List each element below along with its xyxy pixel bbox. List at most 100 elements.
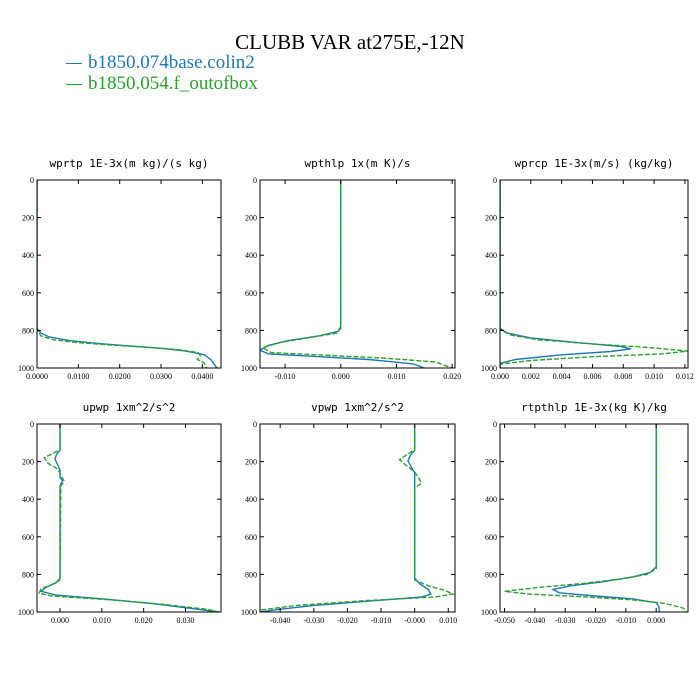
x-tick-label: 0.008 bbox=[614, 372, 632, 381]
x-tick-label: -0.050 bbox=[494, 616, 515, 625]
x-tick-label: -0.010 bbox=[275, 372, 296, 381]
y-tick-label: 400 bbox=[245, 495, 257, 504]
y-tick-label: 1000 bbox=[241, 608, 257, 617]
y-tick-label: 800 bbox=[485, 326, 497, 335]
y-tick-label: 200 bbox=[485, 214, 497, 223]
panel-frame bbox=[499, 423, 689, 613]
panel-title: rtpthlp 1E-3x(kg K)/kg bbox=[521, 401, 667, 414]
x-tick-label: 0.030 bbox=[176, 616, 194, 625]
panel-1: wprtp 1E-3x(m kg)/(s kg) 0 200 400 600 800 100… bbox=[18, 157, 222, 381]
x-tick-label: 0.020 bbox=[135, 616, 153, 625]
y-tick-label: 200 bbox=[485, 458, 497, 467]
legend-label-outofbox: b1850.054.f_outofbox bbox=[88, 73, 258, 94]
y-tick-label: 400 bbox=[22, 495, 34, 504]
series-line bbox=[551, 424, 660, 612]
x-tick-label: -0.030 bbox=[303, 616, 324, 625]
x-tick-label: -0.010 bbox=[616, 616, 637, 625]
x-tick-label: 0.012 bbox=[676, 372, 694, 381]
panel-5: vpwp 1xm^2/s^2 0 200 400 600 800 1000 -0.040 -0.… bbox=[241, 401, 457, 625]
x-tick-label: -0.040 bbox=[525, 616, 546, 625]
x-tick-label: 0.010 bbox=[388, 372, 406, 381]
series-line bbox=[39, 424, 219, 612]
y-tick-label: 200 bbox=[245, 458, 257, 467]
y-tick-label: 400 bbox=[485, 495, 497, 504]
panel-title: wprtp 1E-3x(m kg)/(s kg) bbox=[50, 157, 209, 170]
x-tick-label: 0.0000 bbox=[26, 372, 48, 381]
x-tick-label: 0.010 bbox=[645, 372, 663, 381]
x-tick-label: -0.010 bbox=[371, 616, 392, 625]
x-tick-label: 0.000 bbox=[491, 372, 509, 381]
y-tick-label: 800 bbox=[22, 570, 34, 579]
y-tick-label: 1000 bbox=[18, 364, 34, 373]
panel-frame bbox=[499, 179, 689, 369]
x-tick-label: 0.0200 bbox=[109, 372, 131, 381]
panel-frame bbox=[259, 423, 456, 613]
x-tick-label: 0.010 bbox=[439, 616, 457, 625]
y-tick-label: 800 bbox=[245, 326, 257, 335]
series-line bbox=[260, 424, 455, 611]
y-tick-label: 200 bbox=[22, 458, 34, 467]
y-tick-label: 0 bbox=[493, 420, 497, 429]
x-tick-label: 0.006 bbox=[583, 372, 601, 381]
series-line bbox=[500, 180, 688, 368]
series-line bbox=[37, 180, 218, 368]
y-tick-label: 600 bbox=[485, 289, 497, 298]
x-tick-label: 0.004 bbox=[553, 372, 571, 381]
x-tick-label: -0.030 bbox=[555, 616, 576, 625]
panel-3: wprcp 1E-3x(m/s) (kg/kg) 0 200 400 600 800 100… bbox=[481, 157, 694, 381]
series-line bbox=[500, 180, 632, 368]
x-tick-label: 0.0400 bbox=[191, 372, 213, 381]
y-tick-label: 0 bbox=[493, 176, 497, 185]
x-tick-label: -0.040 bbox=[270, 616, 291, 625]
x-tick-label: 0.000 bbox=[332, 372, 350, 381]
y-tick-label: 0 bbox=[253, 176, 257, 185]
x-tick-label: 0.020 bbox=[443, 372, 461, 381]
legend-entry-outofbox: b1850.054.f_outofbox bbox=[66, 73, 258, 95]
y-tick-label: 1000 bbox=[241, 364, 257, 373]
y-tick-label: 200 bbox=[22, 214, 34, 223]
panel-title: vpwp 1xm^2/s^2 bbox=[311, 401, 404, 414]
series-line bbox=[260, 424, 432, 612]
y-tick-label: 1000 bbox=[481, 364, 497, 373]
legend-entry-base: b1850.074base.colin2 bbox=[66, 52, 255, 74]
series-line bbox=[38, 424, 220, 612]
y-tick-label: 0 bbox=[30, 420, 34, 429]
x-tick-label: 0.0100 bbox=[67, 372, 89, 381]
panel-title: wprcp 1E-3x(m/s) (kg/kg) bbox=[515, 157, 674, 170]
y-tick-label: 200 bbox=[245, 214, 257, 223]
x-tick-label: -0.020 bbox=[585, 616, 606, 625]
series-line bbox=[37, 180, 208, 368]
y-tick-label: 600 bbox=[22, 533, 34, 542]
legend-line-base bbox=[66, 63, 82, 65]
x-tick-label: -0.000 bbox=[404, 616, 425, 625]
x-tick-label: -0.020 bbox=[337, 616, 358, 625]
y-tick-label: 600 bbox=[245, 533, 257, 542]
y-tick-label: 1000 bbox=[18, 608, 34, 617]
y-tick-label: 800 bbox=[245, 570, 257, 579]
chart-title: CLUBB VAR at275E,-12N bbox=[235, 30, 465, 54]
legend-label-base: b1850.074base.colin2 bbox=[88, 52, 255, 73]
series-line bbox=[504, 424, 688, 612]
y-tick-label: 400 bbox=[485, 251, 497, 260]
panel-frame bbox=[259, 179, 456, 369]
series-line bbox=[260, 180, 425, 368]
panel-title: upwp 1xm^2/s^2 bbox=[83, 401, 176, 414]
panel-title: wpthlp 1x(m K)/s bbox=[305, 157, 411, 170]
x-tick-label: 0.010 bbox=[93, 616, 111, 625]
y-tick-label: 0 bbox=[30, 176, 34, 185]
x-tick-label: 0.002 bbox=[522, 372, 540, 381]
y-tick-label: 800 bbox=[485, 570, 497, 579]
y-tick-label: 400 bbox=[22, 251, 34, 260]
panel-frame bbox=[36, 179, 222, 369]
panel-4: upwp 1xm^2/s^2 0 200 400 600 800 1000 0.000 0.01… bbox=[18, 401, 222, 625]
x-tick-label: 0.0300 bbox=[150, 372, 172, 381]
y-tick-label: 0 bbox=[253, 420, 257, 429]
x-tick-label: 0.000 bbox=[51, 616, 69, 625]
panel-2: wpthlp 1x(m K)/s 0 200 400 600 800 1000 -0.010 0… bbox=[241, 157, 461, 381]
legend-line-outofbox bbox=[66, 84, 82, 86]
y-tick-label: 600 bbox=[245, 289, 257, 298]
x-tick-label: 0.000 bbox=[647, 616, 665, 625]
y-tick-label: 400 bbox=[245, 251, 257, 260]
y-tick-label: 600 bbox=[485, 533, 497, 542]
